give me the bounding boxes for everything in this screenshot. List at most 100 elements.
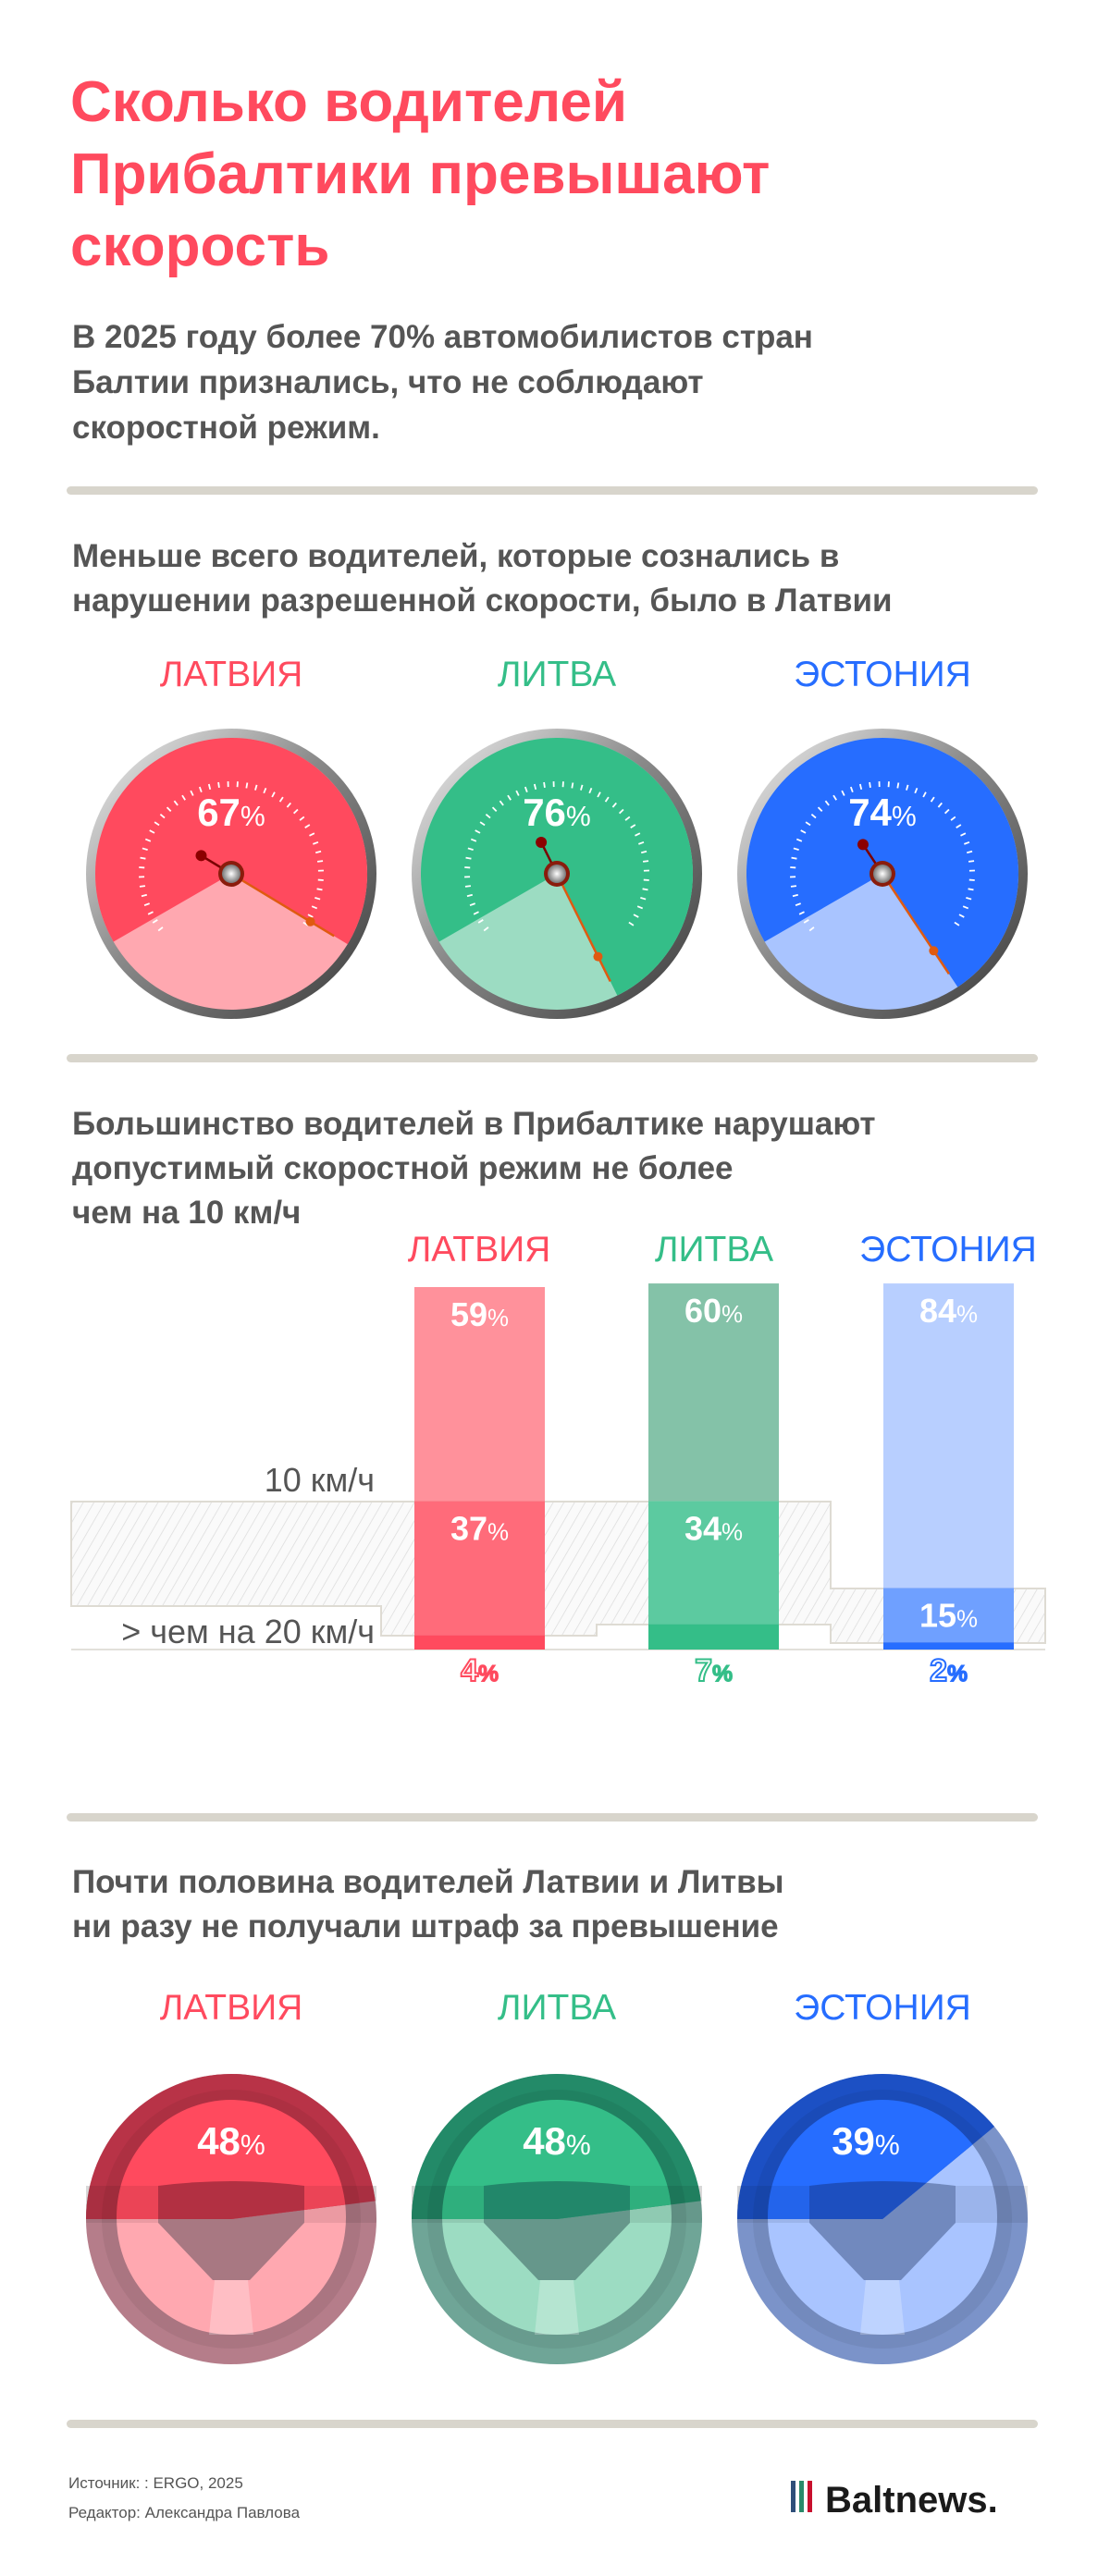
gauge-tick [571,782,574,789]
gauge-tick [198,786,203,792]
gauge-tick [954,921,960,926]
wheel-spoke [535,2280,579,2335]
gauge-tick [798,911,805,915]
gauge-tick [524,786,528,792]
gauge-tick [624,816,631,821]
gauge-tick [810,814,817,819]
gauge-value-label: 76% [523,791,591,834]
gauge-needle [555,873,611,982]
gauge-tick [157,926,164,932]
divider [67,1054,1038,1062]
gauge-tick [849,786,854,792]
wheel-value-label: 48% [197,2119,265,2163]
gauge-tick [245,782,249,789]
gauge-tick [515,790,520,796]
wheel-hub [484,2181,630,2219]
gauge-tick [499,800,504,806]
gauge-value-label: 67% [197,791,265,834]
legend-10kmh: 10 км/ч [264,1461,375,1499]
gauge-needle-dot [305,916,315,926]
gauge-tick [633,914,639,918]
gauge-tick [922,791,927,798]
gauge-tick [470,838,477,842]
gauge-tick [580,784,584,791]
gauge-tick [792,893,799,898]
gauge-tick [964,840,970,845]
bar-value-label: 15% [919,1596,978,1634]
gauge-tick [141,893,148,898]
gauge-counterweight [857,839,869,851]
gauge-tick [930,796,935,803]
gauge-tick [217,781,220,789]
bar-value-label-outline: 2% [930,1653,968,1688]
section2-heading: Большинство водителей в Прибалтике наруш… [72,1102,876,1235]
heading-line: Большинство водителей в Прибалтике наруш… [72,1106,876,1142]
gauge-tick [588,787,593,794]
gauge-tick [597,791,601,798]
gauge-tick [803,919,809,924]
gauge-tick [152,919,158,924]
gauge-tick [956,824,962,828]
bar-segment [414,1501,545,1636]
wheel-country-latvia: ЛАТВИЯ [159,1988,303,2028]
gauge-counterweight [536,836,548,848]
gauge-tick [311,905,318,910]
speedometer-gauge [737,729,1028,1019]
gauge-needle-dot [593,951,603,962]
gauge-tick [465,856,472,860]
bar-country-estonia: ЭСТОНИЯ [859,1230,1037,1270]
bar-value-label: 34% [684,1509,743,1547]
gauge-tick [640,897,647,901]
editor-text: Редактор: Александра Павлова [68,2504,301,2521]
section1-heading: Меньше всего водителей, которые созналис… [72,534,893,623]
gauge-value-sector [95,738,367,945]
gauge-tick [473,911,479,915]
title-line: скорость [70,215,330,278]
gauge-tick [314,850,322,854]
bar-segment [648,1501,779,1625]
gauge-tick [467,847,474,851]
gauge-tick [950,816,956,821]
wheel-value-label: 48% [523,2119,591,2163]
gauge-tick [475,829,481,834]
gauge-tick [960,832,967,837]
gauge-tick [142,847,148,851]
gauge-tick [841,790,845,796]
gauge-needle-dot [929,946,939,956]
bar-segment [648,1283,779,1502]
gauge-tick [611,802,617,808]
gauge-tick [144,838,152,842]
gauge-tick [307,914,314,918]
gauge-tick [533,783,537,791]
divider [67,486,1038,495]
wheel-spoke [209,2280,253,2335]
bar-segment [414,1635,545,1650]
gauge-tick [543,781,546,789]
wheel-value-label: 39% [832,2119,900,2163]
steering-wheel-value [86,2074,376,2219]
gauge-tick [944,808,950,815]
divider [67,2420,1038,2428]
bar-value-label-outline: 7% [695,1653,733,1688]
gauge-tick [147,911,154,915]
heading-line: чем на 10 км/ч [72,1195,302,1231]
bar-segment [883,1642,1014,1650]
subtitle-line: В 2025 году более 70% автомобилистов стр… [72,319,813,355]
country-label-lithuania: ЛИТВА [497,655,617,694]
gauge-tick [316,860,324,863]
steering-wheel-value [737,2074,1004,2219]
logo-bars-icon [791,2480,816,2521]
gauge-tick [635,832,641,837]
gauge-tick [278,796,284,803]
gauge-tick [139,885,146,888]
gauge-tick [793,847,799,851]
gauge-tick [962,905,969,910]
heading-line: Почти половина водителей Латвии и Литвы [72,1864,784,1900]
gauge-tick [485,814,491,819]
gauge-tick [937,802,943,808]
gauge-tick [824,800,830,806]
gauge-tick [159,814,166,819]
gauge-tick [896,782,900,789]
gauge-tick [314,897,321,901]
country-label-latvia: ЛАТВИЯ [159,655,303,694]
